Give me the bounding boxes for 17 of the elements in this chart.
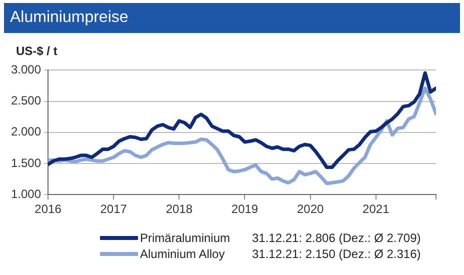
- text: 31.12.21: 2.150 (Dez.: Ø 2.316): [252, 247, 421, 261]
- y-tick-label: 2.000: [11, 124, 42, 139]
- x-tick-label: 2021: [362, 202, 390, 216]
- x-tick-label: 2018: [166, 202, 193, 216]
- x-tick-label: 2016: [34, 202, 62, 216]
- legend-label: Aluminium Alloy: [140, 247, 226, 261]
- y-axis-title: US-$ / t: [16, 44, 58, 58]
- y-tick-label: 1.500: [11, 156, 42, 170]
- y-tick-label: 1.000: [11, 186, 42, 201]
- x-tick-label: 2020: [296, 202, 324, 216]
- x-tick-label: 2019: [231, 202, 258, 216]
- x-tick-label: 2017: [100, 202, 128, 216]
- chart-title: Aluminiumpreise: [4, 3, 460, 33]
- y-tick-label: 3.000: [11, 62, 42, 77]
- text: 31.12.21: 2.806 (Dez.: Ø 2.709): [252, 231, 421, 245]
- y-tick-label: 2.500: [11, 94, 42, 108]
- legend-label: Primäraluminium: [140, 231, 232, 245]
